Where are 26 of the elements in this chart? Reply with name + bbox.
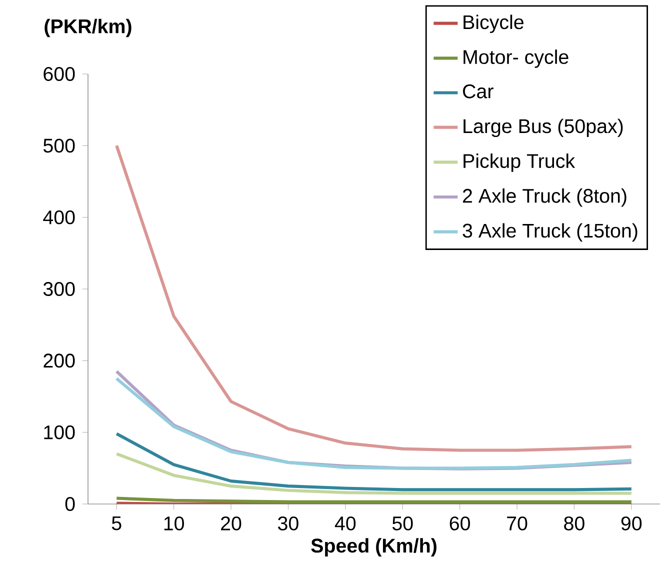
x-tick-label: 10	[164, 516, 184, 530]
legend-label: Large Bus (50pax)	[464, 118, 623, 138]
x-axis-title: Speed (Km/h)	[311, 538, 436, 557]
x-tick-label: 50	[392, 516, 413, 530]
x-tick-label: 60	[450, 516, 470, 530]
legend-label: 2 Axle Truck (8ton)	[463, 188, 626, 207]
legend-label: Motor- cycle	[464, 50, 568, 68]
x-tick-label: 30	[278, 516, 298, 530]
y-tick-label: 400	[43, 210, 75, 224]
x-tick-label: 80	[564, 516, 584, 530]
y-tick-label: 200	[44, 354, 75, 368]
legend-label: Bicycle	[464, 14, 524, 34]
x-tick-label: 40	[334, 516, 356, 530]
legend-label: Pickup Truck	[464, 154, 576, 172]
y-tick-label: 500	[43, 138, 75, 153]
x-tick-label: 90	[621, 516, 642, 530]
y-tick-label: 300	[43, 282, 75, 296]
y-tick-label: 600	[44, 67, 75, 81]
legend-label: Car	[463, 84, 494, 98]
legend-label: 3 Axle Truck (15ton)	[462, 223, 638, 242]
y-axis-title: (PKR/km)	[44, 18, 132, 38]
y-tick-label: 0	[65, 497, 75, 511]
x-tick-label: 20	[221, 516, 242, 530]
x-tick-label: 5	[112, 516, 122, 530]
x-tick-label: 70	[507, 516, 528, 530]
y-tick-label: 100	[44, 425, 75, 440]
